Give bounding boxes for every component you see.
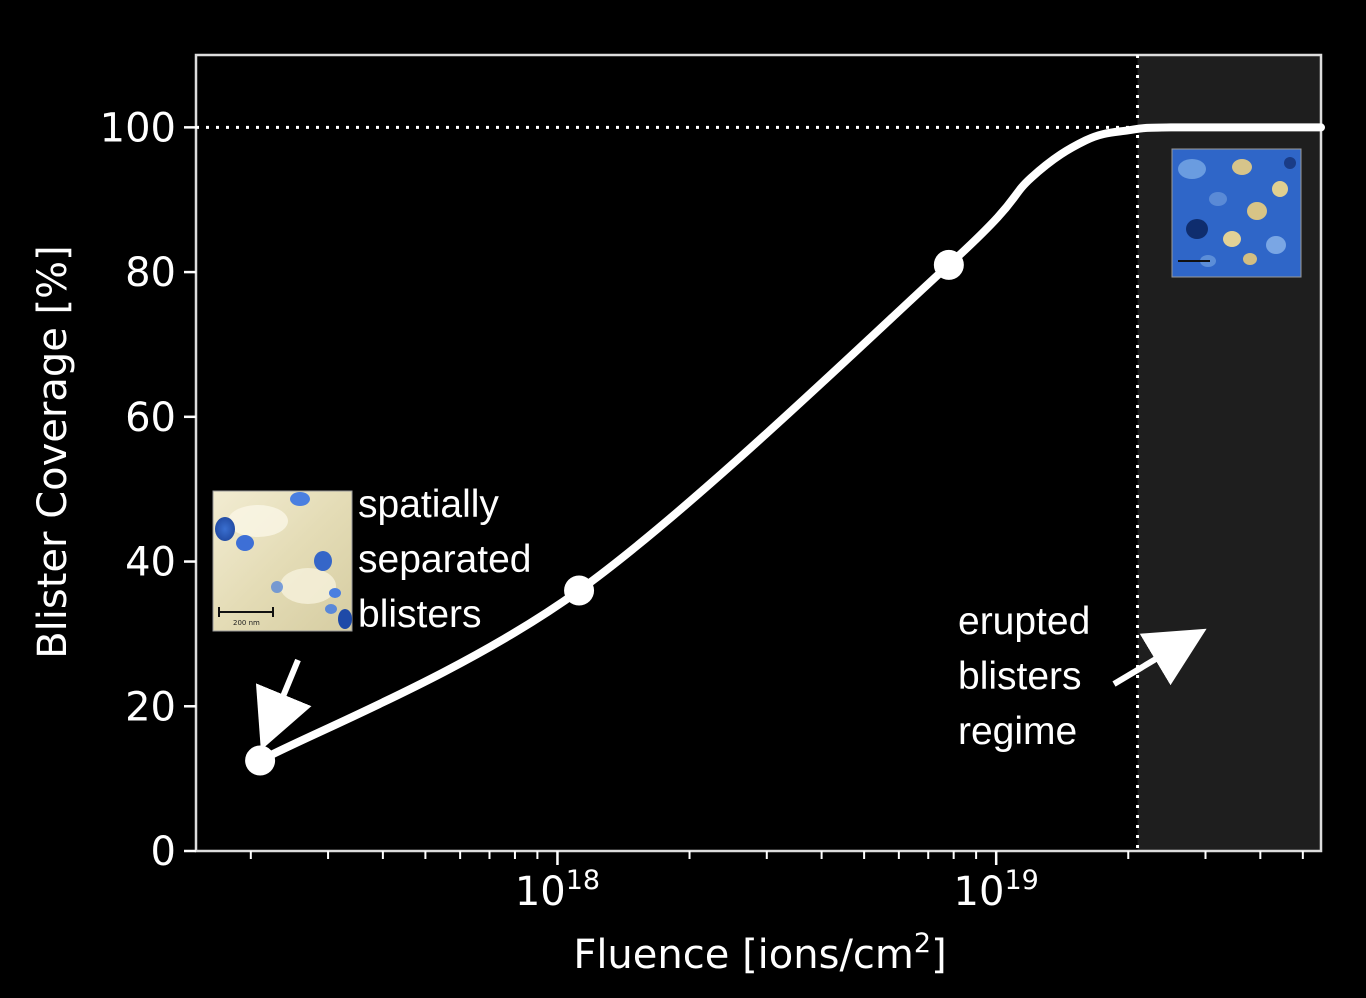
y-tick-label: 60 [125, 395, 176, 441]
series-line [256, 123, 1325, 765]
inset-scale-label: 200 nm [233, 619, 260, 627]
plot-frame [194, 53, 1323, 853]
annotation-line: regime [958, 710, 1077, 753]
inset-separated-blisters-image: 200 nm [212, 490, 353, 632]
data-points [245, 249, 964, 776]
y-axis-ticks: 0 20 40 60 80 100 [100, 105, 196, 875]
y-tick-label: 40 [125, 540, 176, 586]
annotation-arrow [255, 658, 312, 751]
y-axis-title: Blister Coverage [%] [30, 245, 76, 659]
annotation-separated: spatially separated blisters [255, 483, 531, 751]
x-tick-label: 1018 [515, 865, 600, 915]
data-point [245, 745, 276, 776]
y-tick-label: 100 [100, 105, 176, 151]
inset-erupted-blisters-image [1171, 148, 1302, 278]
data-point [564, 575, 595, 606]
x-axis-title: Fluence [ions/cm2] [573, 928, 946, 978]
annotation-line: erupted [958, 600, 1090, 643]
annotation-erupted: erupted blisters regime [958, 600, 1207, 753]
x-tick-label: 1019 [954, 865, 1039, 915]
data-point [933, 249, 964, 280]
annotation-arrow [1112, 628, 1207, 687]
annotation-line: spatially [358, 483, 499, 526]
y-tick-label: 80 [125, 250, 176, 296]
annotation-line: separated [358, 538, 531, 581]
y-tick-label: 0 [151, 829, 176, 875]
y-tick-label: 20 [125, 684, 176, 730]
x-axis-ticks: 1018 1019 [249, 851, 1304, 915]
annotation-line: blisters [358, 593, 482, 636]
annotation-line: blisters [958, 655, 1082, 698]
